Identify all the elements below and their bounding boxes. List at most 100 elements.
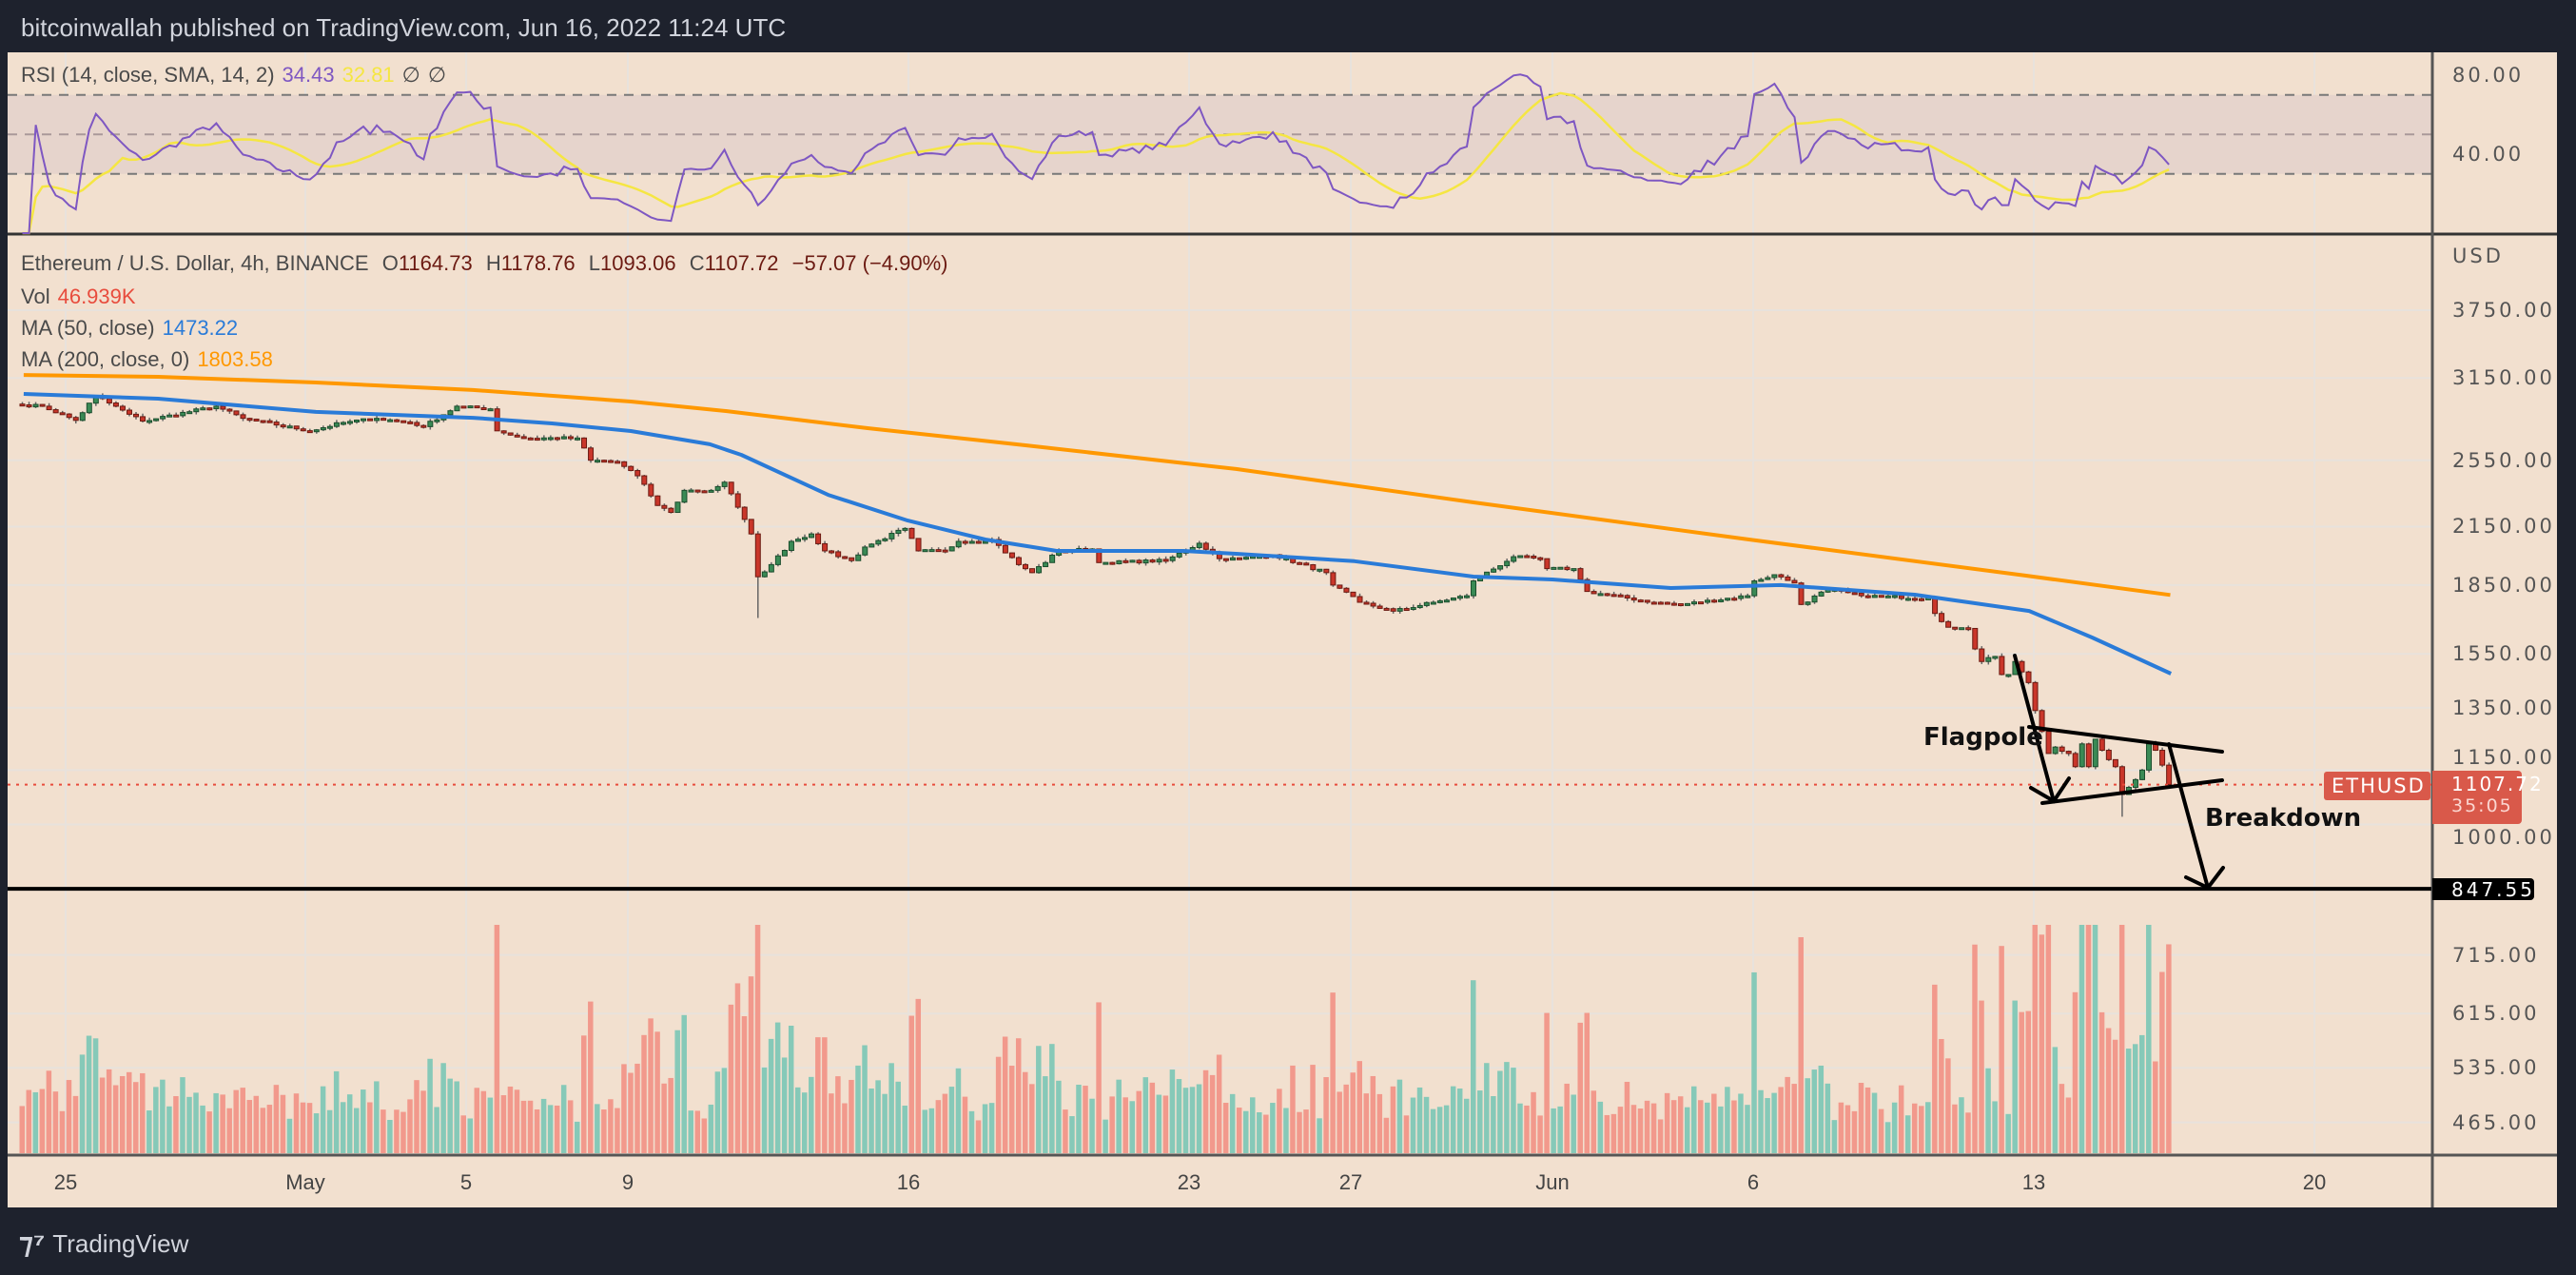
volume-bar — [1463, 1098, 1470, 1153]
volume-bar — [166, 1106, 172, 1153]
rsi-extra-2: ∅ — [427, 63, 447, 87]
volume-bar — [340, 1102, 346, 1153]
volume-bar — [741, 1016, 748, 1153]
candle-down — [414, 422, 420, 426]
volume-bar — [1450, 1086, 1456, 1153]
candle-up — [1036, 566, 1043, 574]
volume-bar — [1477, 1090, 1483, 1153]
candle-down — [648, 483, 654, 497]
candle-down — [1564, 566, 1571, 571]
volume-bar — [1209, 1074, 1216, 1153]
chart-panel[interactable] — [8, 52, 2557, 1207]
candle-down — [119, 405, 126, 411]
volume-bar — [1785, 1076, 1790, 1153]
candle-down — [668, 507, 674, 514]
candle-up — [882, 538, 888, 541]
candle-up — [1430, 601, 1436, 605]
volume-bar — [2125, 1049, 2132, 1153]
volume-bar — [1511, 1068, 1516, 1153]
candle-down — [1945, 620, 1952, 628]
candle-up — [862, 546, 868, 556]
candle-down — [1711, 599, 1718, 603]
volume-bar — [608, 1099, 614, 1153]
volume-bar — [1637, 1108, 1644, 1153]
volume-bar — [547, 1105, 554, 1153]
volume-bar — [500, 1095, 507, 1153]
volume-bar — [554, 1105, 560, 1153]
volume-bar — [1939, 1038, 1944, 1153]
volume-bar — [1871, 1092, 1878, 1153]
volume-bar — [1436, 1107, 1443, 1153]
volume-bar — [1597, 1101, 1604, 1153]
volume-bar — [1182, 1088, 1189, 1153]
candle-up — [708, 489, 714, 493]
candle-down — [246, 418, 253, 422]
volume-bar — [1202, 1069, 1209, 1153]
tradingview-logo[interactable]: ⁊⁷ TradingView — [19, 1227, 188, 1261]
volume-bar — [975, 1120, 982, 1153]
candle-down — [253, 419, 260, 422]
volume-bar — [1169, 1069, 1176, 1153]
candle-down — [1303, 562, 1310, 566]
candle-down — [133, 413, 140, 418]
volume-bar — [1999, 946, 2004, 1153]
volume-bar — [968, 1110, 975, 1153]
volume-bar — [1370, 1075, 1376, 1153]
volume-bar — [1630, 1105, 1637, 1153]
volume-bar — [567, 1100, 574, 1153]
candle-up — [32, 403, 39, 408]
volume-bar — [1571, 1094, 1576, 1153]
breakdown-annotation[interactable]: Breakdown — [2205, 804, 2362, 833]
volume-bar — [2092, 925, 2098, 1153]
candle-up — [1805, 601, 1811, 605]
candle-up — [2132, 778, 2138, 788]
candle-down — [140, 416, 146, 422]
candle-up — [354, 420, 360, 423]
candle-down — [1644, 599, 1650, 603]
candle-down — [1999, 656, 2005, 676]
volume-bar — [1484, 1063, 1490, 1153]
candle-down — [1698, 601, 1705, 605]
candle-down — [1337, 584, 1343, 589]
candle-down — [1785, 576, 1791, 581]
candle-down — [260, 420, 266, 423]
volume-bar — [1838, 1102, 1844, 1153]
volume-bar — [1156, 1094, 1162, 1153]
candle-down — [1932, 597, 1939, 615]
volume-bar — [1257, 1112, 1262, 1153]
volume-bar — [1731, 1100, 1737, 1153]
volume-bar — [1229, 1093, 1236, 1153]
volume-bar — [1116, 1079, 1122, 1153]
flag-upper-trendline — [2027, 725, 2224, 754]
candle-up — [868, 543, 875, 548]
candle-up — [1410, 607, 1416, 611]
volume-bar — [1277, 1089, 1282, 1153]
volume-bar — [1544, 1012, 1550, 1153]
candle-down — [1403, 608, 1410, 612]
candle-down — [1670, 602, 1677, 606]
time-axis-label: 27 — [1338, 1170, 1363, 1194]
volume-bar — [754, 925, 761, 1153]
volume-bar — [668, 1077, 673, 1153]
volume-bar — [507, 1086, 514, 1153]
candle-up — [1456, 596, 1463, 599]
candle-down — [628, 465, 634, 472]
volume-bar — [1176, 1079, 1182, 1153]
volume-bar — [474, 1088, 480, 1153]
ma50-label: MA (50, close) — [21, 316, 155, 340]
candle-down — [1677, 603, 1684, 607]
candle-up — [1771, 574, 1778, 579]
candle-down — [52, 409, 59, 414]
volume-bar — [802, 1092, 808, 1153]
volume-bar — [99, 1077, 106, 1153]
rsi-axis-label: 80.00 — [2452, 64, 2525, 87]
volume-bar — [1825, 1083, 1831, 1153]
candle-down — [1531, 556, 1537, 559]
candle-up — [1129, 559, 1136, 563]
volume-bar — [560, 1085, 567, 1153]
candle-down — [500, 430, 507, 434]
candle-down — [1537, 557, 1544, 560]
candle-up — [1517, 555, 1524, 559]
flagpole-annotation[interactable]: Flagpole — [1923, 723, 2043, 752]
